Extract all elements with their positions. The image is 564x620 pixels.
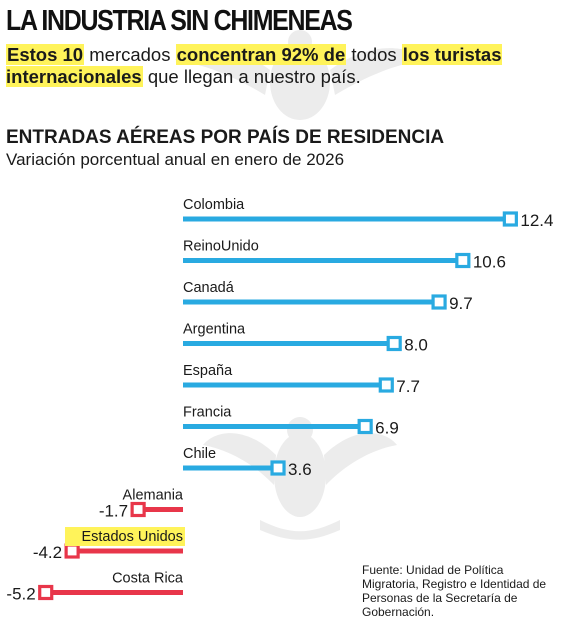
- category-label: Costa Rica: [112, 571, 184, 587]
- category-label: Chile: [183, 446, 216, 462]
- bar-end-marker: [130, 501, 146, 518]
- category-label: Colombia: [183, 197, 245, 213]
- value-label: -4.2: [33, 543, 62, 562]
- category-label: ReinoUnido: [183, 239, 259, 255]
- intro-text: Estos 10 mercados concentran 92% de todo…: [6, 44, 546, 88]
- bar: [183, 424, 366, 429]
- headline: LA INDUSTRIA SIN CHIMENEAS: [6, 5, 353, 37]
- bar: [183, 299, 440, 305]
- category-label: Francia: [183, 405, 232, 421]
- intro-highlight: Estos 10: [6, 44, 85, 65]
- bar-end-marker: [38, 584, 54, 601]
- category-label: Alemania: [123, 488, 184, 504]
- value-label: 10.6: [473, 253, 506, 272]
- category-highlight: [65, 527, 185, 546]
- bar: [72, 548, 183, 554]
- bar: [183, 341, 395, 346]
- bar: [138, 507, 183, 512]
- value-label: -1.7: [99, 502, 128, 521]
- chart-title: ENTRADAS AÉREAS POR PAÍS DE RESIDENCIA: [6, 127, 445, 148]
- value-label: -5.2: [6, 585, 35, 604]
- value-label: 6.9: [375, 419, 399, 438]
- chart-subtitle: Variación porcentual anual en enero de 2…: [6, 150, 345, 169]
- value-label: 8.0: [404, 336, 428, 355]
- value-label: 9.7: [449, 294, 473, 313]
- bar-end-marker: [502, 211, 518, 227]
- bar: [45, 590, 183, 595]
- category-label: Argentina: [183, 322, 246, 338]
- category-label: España: [183, 363, 233, 379]
- intro-segment: que llegan a nuestro país.: [142, 66, 361, 87]
- category-label: Canadá: [183, 280, 235, 296]
- eagle-watermark-icon: [203, 417, 397, 540]
- value-label: 12.4: [520, 211, 553, 230]
- source-note: Fuente: Unidad de Política Migratoria, R…: [362, 563, 547, 619]
- bar-end-marker: [270, 460, 286, 476]
- bar-end-marker: [357, 418, 373, 435]
- bar: [183, 216, 511, 222]
- intro-segment: todos: [346, 44, 402, 65]
- intro-highlight: concentran 92% de: [175, 44, 347, 65]
- bar-end-marker: [64, 543, 80, 559]
- bar-end-marker: [378, 377, 394, 393]
- bar-end-marker: [431, 294, 447, 310]
- intro-segment: mercados: [84, 44, 176, 65]
- bar: [183, 258, 463, 263]
- bar-end-marker: [455, 252, 471, 269]
- bar: [183, 465, 279, 471]
- value-label: 3.6: [288, 460, 312, 479]
- bar: [183, 382, 387, 388]
- bar-end-marker: [386, 335, 402, 352]
- value-label: 7.7: [396, 377, 420, 396]
- category-label: Estados Unidos: [81, 529, 183, 545]
